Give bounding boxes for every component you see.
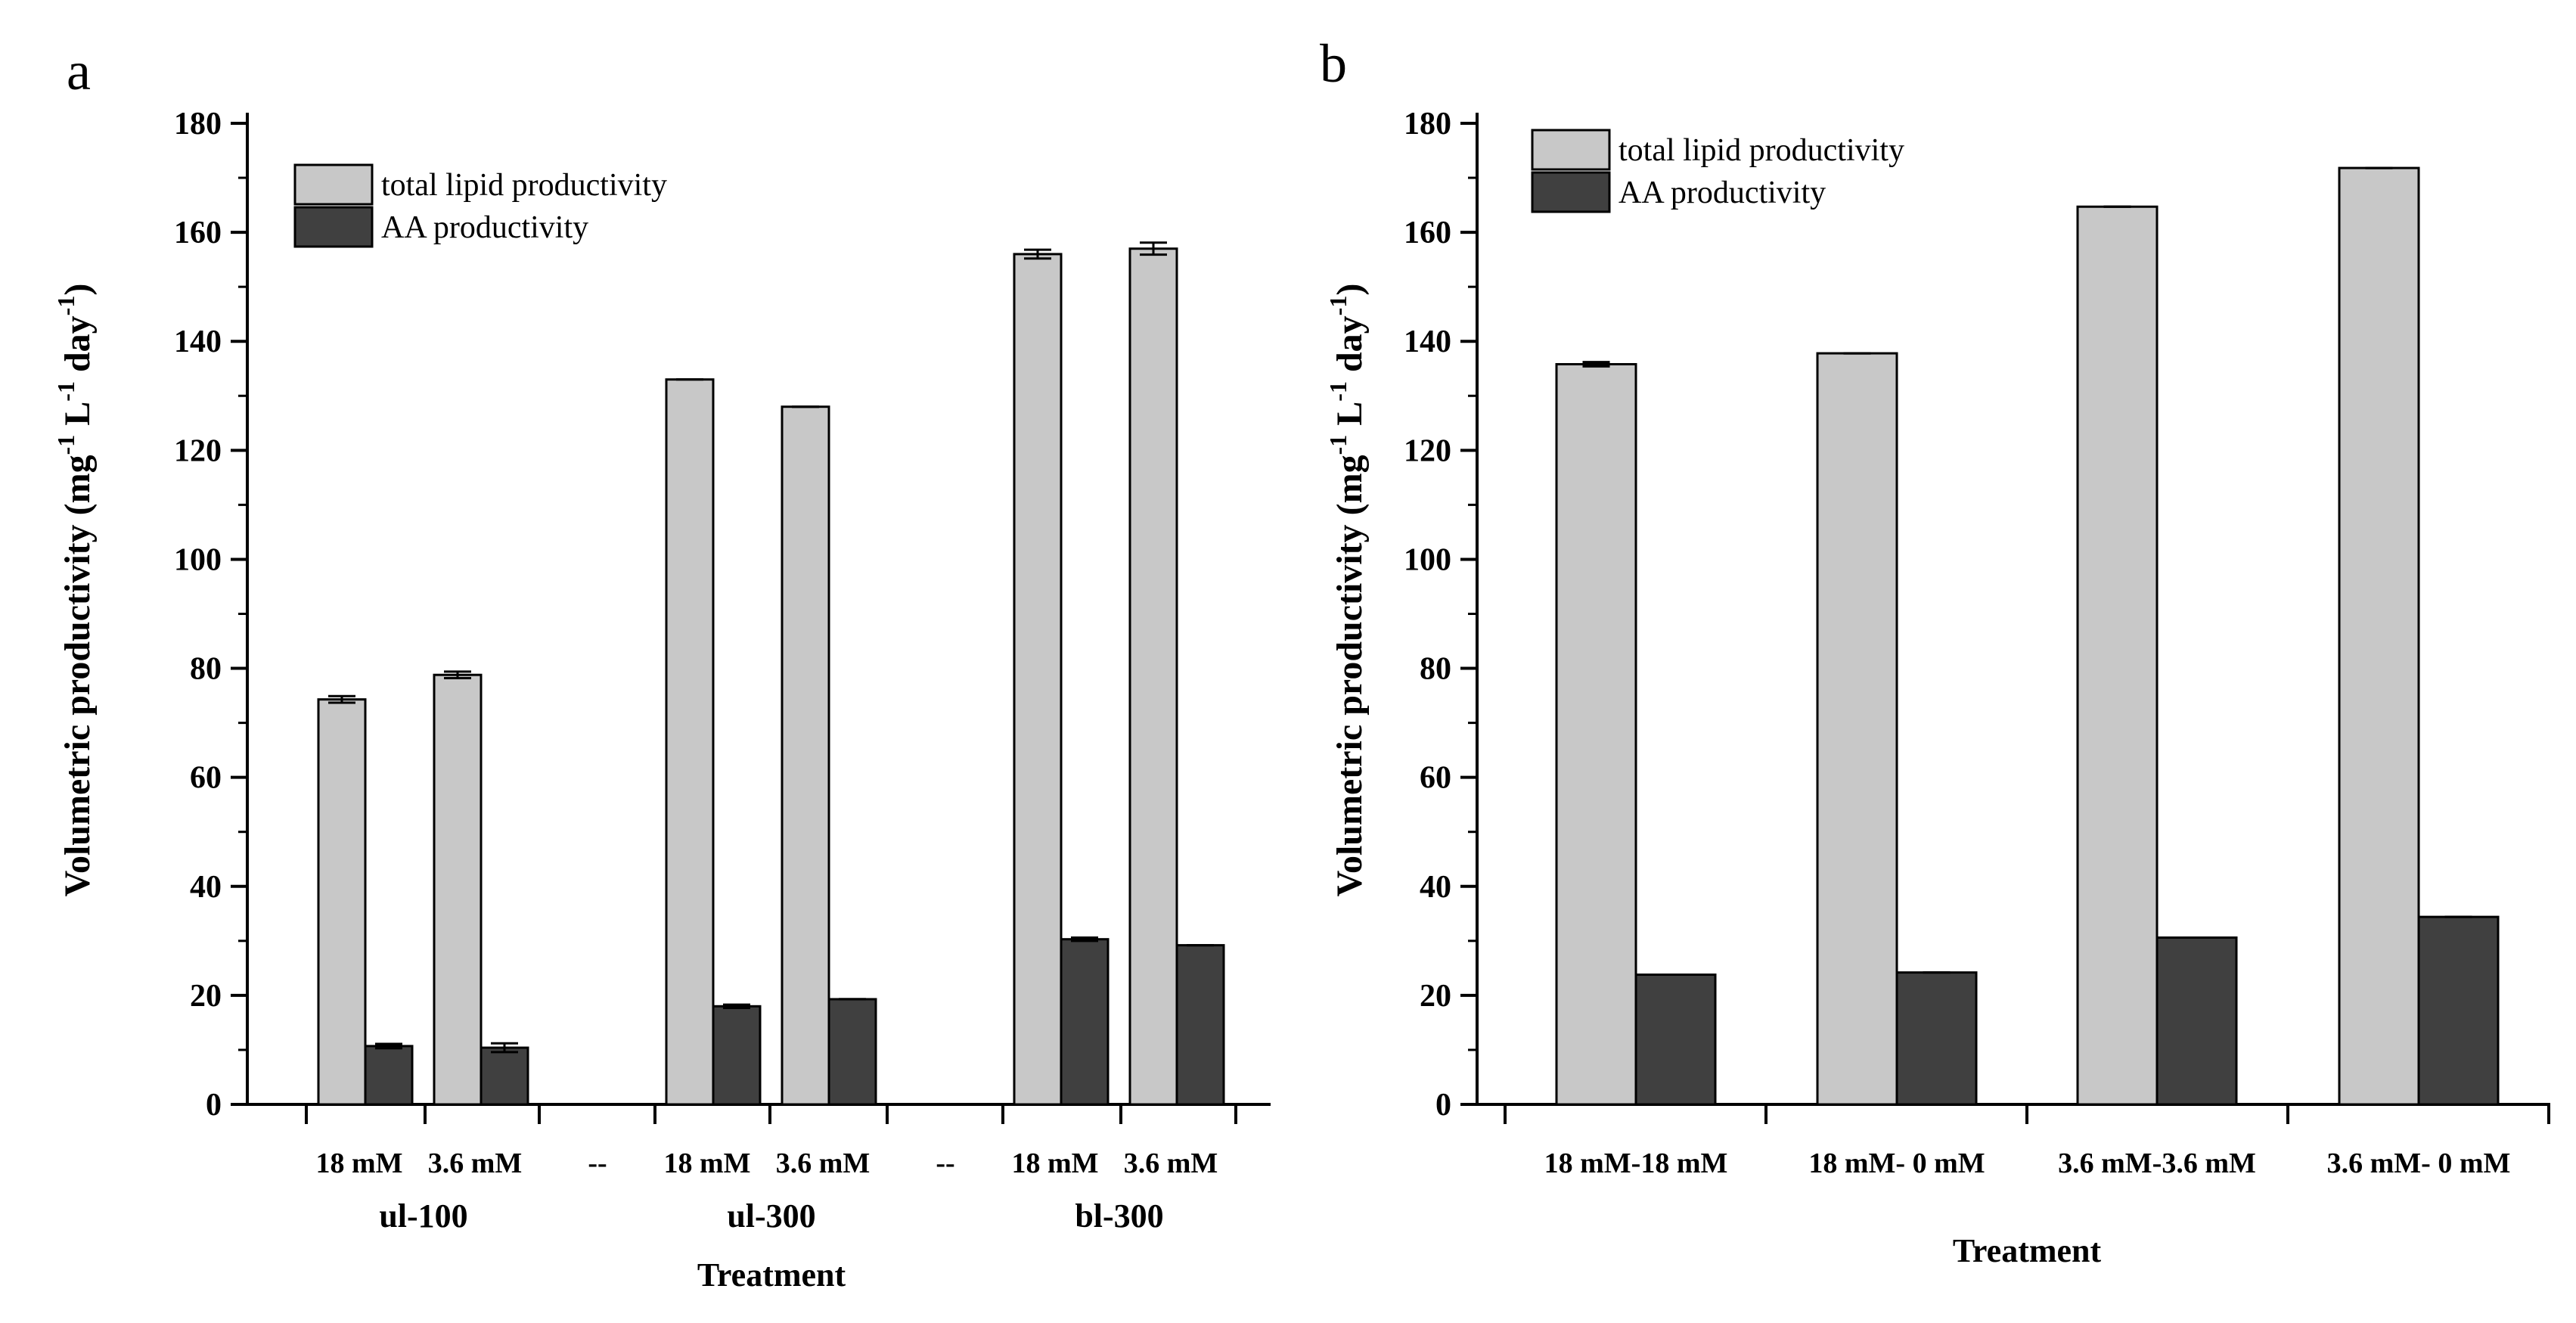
x-tick-label: 3.6 mM — [776, 1148, 871, 1179]
bar-aa-5 — [1175, 944, 1225, 1106]
x-group-label: ul-100 — [379, 1197, 467, 1234]
y-axis-title: Volumetric productivity (mg-1 L-1 day-1) — [1314, 284, 1370, 897]
y-axis-title-exp-3: -1 — [1324, 296, 1352, 316]
bar-total-lipid-0 — [1555, 362, 1637, 1106]
y-axis-title-space — [1314, 372, 1355, 381]
legend-swatch-1 — [1531, 171, 1611, 213]
y-tick-label: 160 — [174, 216, 222, 250]
legend-label-0: total lipid productivity — [381, 168, 667, 203]
y-axis-title-exp-1: -1 — [1324, 435, 1352, 455]
y-tick-label: 40 — [190, 870, 222, 905]
bar-aa-0 — [364, 1045, 414, 1106]
y-axis-title-paren-close: ) — [57, 284, 98, 296]
legend-label-0: total lipid productivity — [1619, 133, 1904, 168]
x-group-label: ul-300 — [727, 1197, 815, 1234]
bar-aa-4 — [1060, 938, 1110, 1106]
legend-label-1: AA productivity — [381, 210, 588, 245]
y-tick-label: 100 — [174, 542, 222, 577]
x-separator-label: -- — [588, 1148, 607, 1179]
y-axis-title-unit-day: day — [57, 315, 98, 372]
bar-aa-2 — [2155, 936, 2238, 1106]
bar-total-lipid-4 — [1013, 253, 1063, 1106]
bar-aa-1 — [480, 1046, 529, 1106]
y-tick-label: 60 — [190, 761, 222, 796]
x-axis-title: Treatment — [697, 1256, 846, 1293]
x-tick-label: 3.6 mM — [428, 1148, 523, 1179]
y-axis-title-unit-mg: mg — [1330, 455, 1370, 503]
x-tick-label: 3.6 mM- 0 mM — [2327, 1148, 2511, 1179]
y-axis-title-unit-day: day — [1330, 315, 1370, 372]
y-axis-title-ylabel: Volumetric productivity — [1330, 524, 1370, 896]
bar-total-lipid-3 — [2338, 166, 2420, 1106]
y-tick-label: 0 — [206, 1088, 222, 1123]
y-axis-title-unit-L: L — [57, 402, 98, 426]
panel-a-label: a — [67, 41, 91, 101]
y-axis-title-space — [1330, 515, 1370, 524]
x-tick-label: 18 mM- 0 mM — [1808, 1148, 1985, 1179]
y-tick-label: 100 — [1404, 542, 1451, 577]
y-tick-label: 20 — [1420, 979, 1451, 1014]
y-axis-title-paren-open: ( — [57, 503, 98, 515]
y-axis-title-space — [42, 426, 82, 435]
bar-total-lipid-2 — [665, 378, 715, 1106]
legend-swatch-1 — [293, 206, 374, 248]
y-tick-label: 140 — [174, 325, 222, 359]
legend-swatch-0 — [1531, 129, 1611, 171]
y-tick-label: 120 — [174, 433, 222, 468]
y-tick-label: 60 — [1420, 761, 1451, 796]
bar-total-lipid-1 — [1816, 352, 1898, 1106]
x-tick-label: 18 mM — [315, 1148, 402, 1179]
y-axis-title-paren-open: ( — [1330, 503, 1370, 515]
bar-total-lipid-1 — [433, 673, 483, 1106]
bar-total-lipid-0 — [317, 698, 367, 1106]
y-tick-label: 0 — [1435, 1088, 1451, 1123]
x-group-label: bl-300 — [1075, 1197, 1163, 1234]
chart-a: 0 20 40 60 80 100 120 140 160 180 Volumetric produ… — [42, 107, 1271, 1293]
y-axis-title-space — [1314, 426, 1355, 435]
bar-total-lipid-5 — [1128, 247, 1178, 1106]
x-axis-title: Treatment — [1953, 1232, 2102, 1269]
x-tick-label: 3.6 mM — [1124, 1148, 1218, 1179]
y-axis-title-space — [57, 515, 98, 524]
x-separator-label: -- — [936, 1148, 954, 1179]
x-tick-label: 18 mM — [1011, 1148, 1098, 1179]
y-axis-title-unit-L: L — [1330, 402, 1370, 426]
y-axis-title-ylabel: Volumetric productivity — [57, 524, 98, 896]
y-tick-label: 180 — [1404, 107, 1451, 141]
panel-b-label: b — [1320, 33, 1347, 94]
bar-aa-1 — [1895, 971, 1978, 1106]
y-tick-label: 80 — [190, 652, 222, 687]
legend-label-1: AA productivity — [1619, 175, 1826, 210]
x-tick-label: 3.6 mM-3.6 mM — [2058, 1148, 2256, 1179]
y-tick-label: 180 — [174, 107, 222, 141]
y-axis-title-exp-2: -1 — [52, 381, 79, 402]
x-tick-label: 18 mM-18 mM — [1544, 1148, 1728, 1179]
y-tick-label: 80 — [1420, 652, 1451, 687]
bar-aa-2 — [712, 1005, 762, 1106]
bar-aa-3 — [827, 998, 877, 1106]
y-axis-title-paren-close: ) — [1330, 284, 1370, 296]
y-tick-label: 40 — [1420, 870, 1451, 905]
y-tick-label: 160 — [1404, 216, 1451, 250]
y-axis-title-exp-3: -1 — [52, 296, 79, 316]
bar-aa-0 — [1634, 974, 1717, 1106]
y-tick-label: 20 — [190, 979, 222, 1014]
y-axis-title: Volumetric productivity (mg-1 L-1 day-1) — [42, 284, 98, 897]
legend-swatch-0 — [293, 163, 374, 206]
x-tick-label: 18 mM — [663, 1148, 750, 1179]
bar-aa-3 — [2417, 915, 2500, 1106]
chart-b: 0 20 40 60 80 100 120 140 160 180 Volumetric produ… — [1314, 107, 2550, 1269]
y-axis-title-space — [42, 372, 82, 381]
y-axis-title-exp-2: -1 — [1324, 381, 1352, 402]
y-tick-label: 140 — [1404, 325, 1451, 359]
y-axis-title-unit-mg: mg — [57, 455, 98, 503]
bar-total-lipid-3 — [781, 405, 830, 1106]
y-axis-title-exp-1: -1 — [52, 435, 79, 455]
y-tick-label: 120 — [1404, 433, 1451, 468]
bar-total-lipid-2 — [2076, 205, 2159, 1106]
